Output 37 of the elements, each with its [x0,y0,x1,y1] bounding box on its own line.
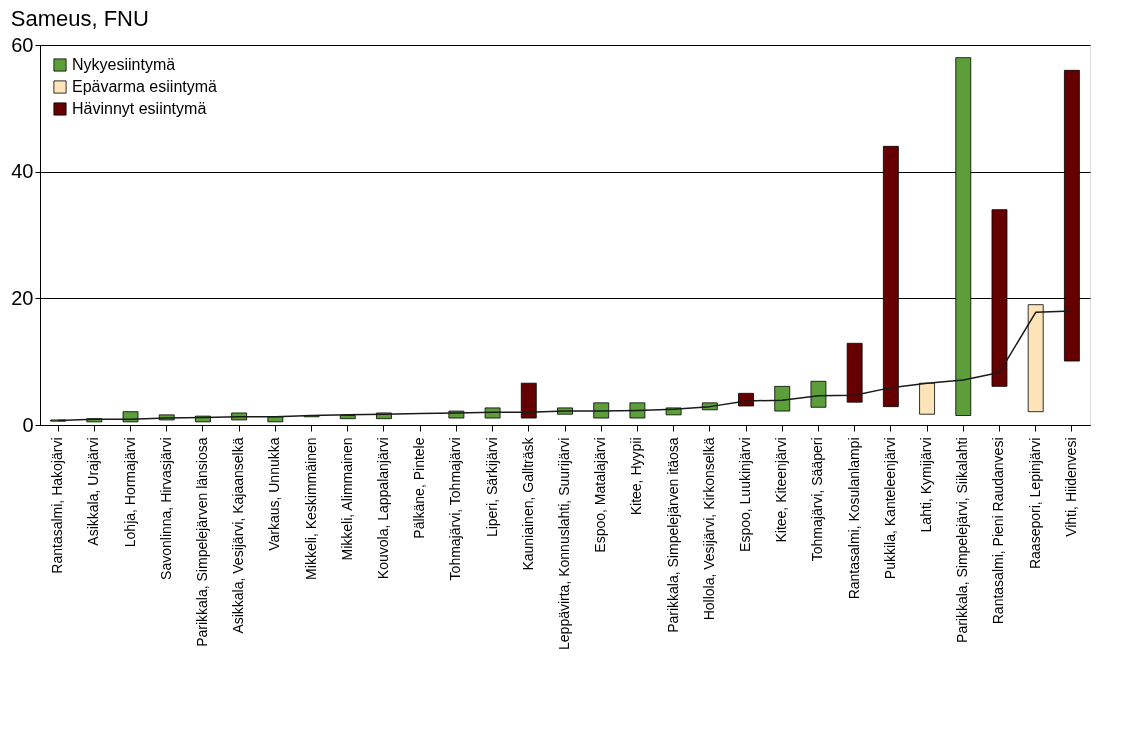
x-tick-label: Liperi, Särkijärvi [483,437,500,538]
y-tick-label: 20 [11,286,34,309]
x-tick-label: Pukkila, Kanteleenjärvi [881,437,898,580]
x-tick-label: Tohmajärvi, Sääperi [809,437,826,562]
x-tick-label: Hollola, Vesijärvi, Kirkonselkä [700,437,717,621]
x-tick-label: Kauniainen, Gallträsk [519,436,536,571]
x-tick-label: Asikkala, Urajärvi [85,437,102,546]
x-tick-label: Parikkala, Simpelejärven itäosa [664,437,681,633]
x-tick-label: Savonlinna, Hirvasjärvi [157,437,174,580]
y-tick-label: 0 [22,413,34,436]
x-tick-label: Rantasalmi, Hakojärvi [49,437,66,574]
y-tick-label: 40 [11,160,34,183]
x-tick-label: Rantasalmi, Pieni Raudanvesi [990,437,1007,625]
x-tick-label: Asikkala, Vesijärvi, Kajaanselkä [230,437,247,634]
x-tick-label: Parikkala, Simpelejärvi, Siikalahti [954,437,971,643]
x-tick-label: Rantasalmi, Kosulanlampi [845,437,862,600]
chart-title: Sameus, FNU [10,6,149,31]
x-tick-label: Kouvola, Lappalanjärvi [374,437,391,580]
x-tick-label: Espoo, Matalajärvi [592,437,609,553]
x-tick-label: Mikkeli, Keskimmäinen [302,437,319,580]
x-tick-label: Kitee, Hyypii [628,437,645,516]
x-tick-label: Vihti, Hiidenvesi [1062,437,1079,537]
x-tick-label: Lahti, Kymijärvi [918,437,935,533]
x-tick-label: Espoo, Luukinjärvi [737,437,754,552]
x-tick-label: Raasepori, Lepinjärvi [1026,437,1043,570]
y-tick-label: 60 [11,33,34,56]
legend-label: Epävarma esiintymä [72,78,218,95]
x-tick-label: Lohja, Hormajärvi [121,437,138,548]
x-tick-label: Varkaus, Unnukka [266,437,283,551]
x-tick-label: Pälkäne, Pintele [411,437,428,539]
legend-label: Nykyesiintymä [72,56,176,73]
x-tick-label: Leppävirta, Konnuslahti, Suurijärvi [556,437,572,650]
x-tick-label: Parikkala, Simpelejärven länsiosa [193,437,210,647]
x-tick-label: Mikkeli, Alimmainen [338,437,355,561]
x-tick-label: Tohmajärvi, Tohmajärvi [447,437,464,581]
x-tick-label: Kitee, Kiteenjärvi [773,437,790,543]
legend-label: Hävinnyt esiintymä [72,100,207,117]
